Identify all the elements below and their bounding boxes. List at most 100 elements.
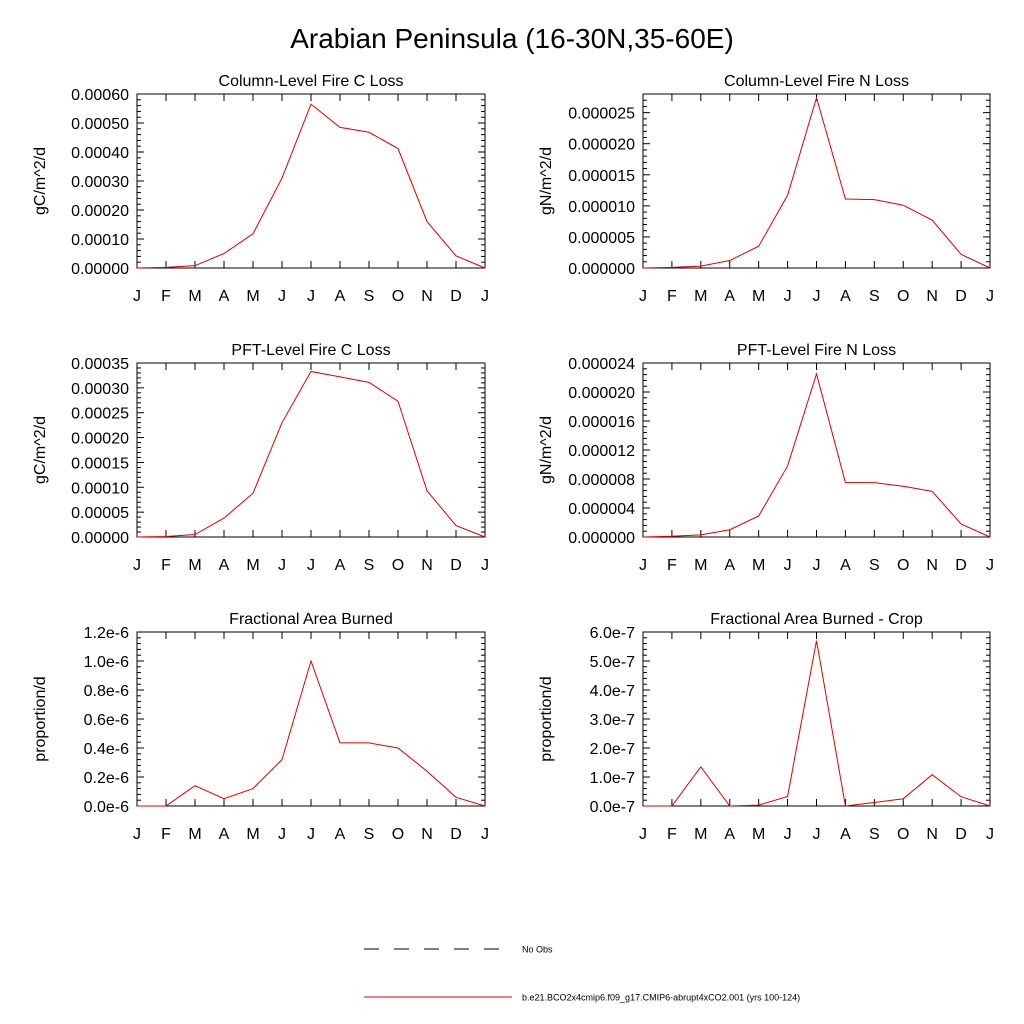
y-tick-label: 0.6e-6 [84, 712, 129, 729]
x-tick-label: J [481, 288, 489, 305]
x-tick-label: D [450, 557, 462, 574]
x-tick-label: S [364, 826, 375, 843]
y-tick-label: 0.000016 [568, 414, 635, 431]
y-axis-label: gN/m^2/d [538, 416, 555, 484]
x-tick-label: J [813, 288, 821, 305]
x-tick-label: J [784, 288, 792, 305]
x-tick-label: S [869, 288, 880, 305]
x-tick-label: M [246, 557, 259, 574]
x-tick-label: M [188, 557, 201, 574]
y-tick-label: 0.00020 [71, 431, 129, 448]
x-tick-label: J [307, 557, 315, 574]
x-tick-label: J [639, 557, 647, 574]
panel-title: PFT-Level Fire N Loss [737, 342, 896, 359]
x-tick-label: O [897, 288, 909, 305]
x-tick-label: F [667, 288, 677, 305]
x-tick-label: D [450, 288, 462, 305]
y-tick-label: 0.00040 [71, 145, 129, 162]
x-tick-label: S [364, 557, 375, 574]
y-tick-label: 5.0e-7 [590, 654, 635, 671]
x-tick-label: J [278, 557, 286, 574]
y-tick-label: 6.0e-7 [590, 625, 635, 642]
x-tick-label: A [724, 826, 735, 843]
y-tick-label: 0.00015 [71, 455, 129, 472]
x-tick-label: J [307, 826, 315, 843]
y-tick-label: 0.00030 [71, 174, 129, 191]
x-tick-label: A [335, 557, 346, 574]
x-tick-label: D [955, 826, 967, 843]
series-line-1 [643, 640, 991, 807]
plot-frame [136, 362, 486, 538]
x-tick-label: N [421, 557, 433, 574]
y-tick-label: 1.0e-6 [84, 654, 129, 671]
x-tick-label: O [897, 826, 909, 843]
y-tick-label: 0.000008 [568, 472, 635, 489]
panel-title: Column-Level Fire C Loss [219, 73, 404, 90]
x-tick-label: D [450, 826, 462, 843]
y-tick-label: 0.000000 [568, 261, 635, 278]
y-tick-label: 0.000020 [568, 137, 635, 154]
x-tick-label: J [639, 288, 647, 305]
y-tick-label: 0.00020 [71, 203, 129, 220]
x-tick-label: M [188, 288, 201, 305]
x-tick-label: J [986, 557, 994, 574]
x-tick-label: A [219, 557, 230, 574]
x-tick-label: N [926, 826, 938, 843]
x-tick-label: F [161, 826, 171, 843]
y-tick-label: 0.000025 [568, 106, 635, 123]
legend: No Obs b.e21.BCO2x4cmip6.f09_g17.CMIP6-a… [364, 945, 800, 1003]
x-tick-label: D [955, 288, 967, 305]
x-tick-label: O [897, 557, 909, 574]
x-tick-label: O [392, 557, 404, 574]
panel-title: Fractional Area Burned - Crop [710, 611, 923, 628]
series-line-1 [136, 103, 486, 269]
series-line-1 [137, 659, 486, 807]
y-tick-label: 0.00030 [71, 381, 129, 398]
x-tick-label: J [481, 826, 489, 843]
x-tick-label: J [986, 288, 994, 305]
x-tick-label: M [694, 288, 707, 305]
y-tick-label: 0.00060 [71, 87, 129, 104]
x-tick-label: N [926, 557, 938, 574]
y-tick-label: 0.000024 [568, 356, 635, 373]
y-tick-label: 0.00025 [71, 406, 129, 423]
plot-frame [642, 631, 991, 807]
x-tick-label: A [335, 288, 346, 305]
x-tick-label: J [813, 826, 821, 843]
plot-frame [136, 631, 486, 807]
y-tick-label: 0.000015 [568, 168, 635, 185]
y-axis-label: proportion/d [32, 676, 49, 761]
y-tick-label: 0.00010 [71, 480, 129, 497]
x-tick-label: A [840, 826, 851, 843]
x-tick-label: O [392, 826, 404, 843]
x-tick-label: J [481, 557, 489, 574]
y-tick-label: 0.000004 [568, 501, 635, 518]
x-tick-label: J [784, 826, 792, 843]
x-tick-label: N [421, 288, 433, 305]
x-tick-label: J [813, 557, 821, 574]
x-tick-label: A [219, 288, 230, 305]
y-axis-label: gC/m^2/d [32, 147, 49, 215]
x-tick-label: J [986, 826, 994, 843]
y-tick-label: 0.0e-7 [590, 799, 635, 816]
y-tick-label: 1.0e-7 [590, 770, 635, 787]
x-tick-label: M [694, 826, 707, 843]
y-axis-label: gN/m^2/d [538, 147, 555, 215]
y-tick-label: 3.0e-7 [590, 712, 635, 729]
y-axis-label: gC/m^2/d [32, 416, 49, 484]
x-tick-label: N [421, 826, 433, 843]
x-tick-label: J [133, 557, 141, 574]
x-tick-label: J [278, 288, 286, 305]
y-tick-label: 1.2e-6 [84, 625, 129, 642]
y-tick-label: 4.0e-7 [590, 683, 635, 700]
x-tick-label: A [335, 826, 346, 843]
x-tick-label: J [639, 826, 647, 843]
x-tick-label: A [724, 288, 735, 305]
x-tick-label: S [869, 557, 880, 574]
legend-label-no-obs: No Obs [522, 945, 553, 955]
x-tick-label: A [840, 557, 851, 574]
